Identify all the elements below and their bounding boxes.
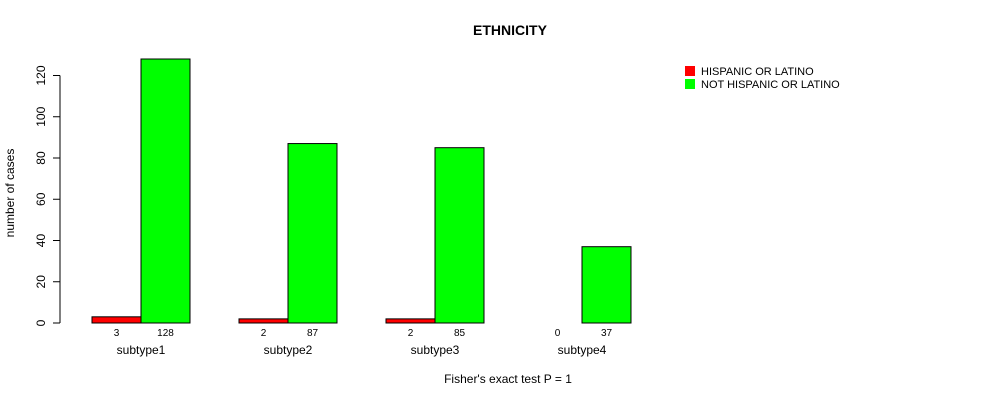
category-label: subtype1 — [117, 343, 166, 357]
legend-label: NOT HISPANIC OR LATINO — [701, 79, 840, 91]
bar — [91, 316, 142, 324]
chart-title: ETHNICITY — [473, 22, 548, 38]
data-label: 37 — [601, 328, 613, 339]
y-tick-label: 40 — [34, 234, 48, 248]
data-label: 0 — [555, 328, 561, 339]
data-label: 2 — [261, 328, 267, 339]
bar — [434, 147, 485, 324]
bar — [385, 318, 436, 324]
y-tick-label: 20 — [34, 275, 48, 289]
y-tick-label: 80 — [34, 151, 48, 165]
data-label: 85 — [454, 328, 466, 339]
data-label: 87 — [307, 328, 319, 339]
legend-swatch — [685, 79, 695, 89]
data-label: 2 — [408, 328, 414, 339]
legend-label: HISPANIC OR LATINO — [701, 66, 814, 78]
data-label: 3 — [114, 328, 120, 339]
y-tick-label: 60 — [34, 192, 48, 206]
y-tick-label: 100 — [34, 106, 48, 126]
bar — [581, 246, 632, 324]
y-tick-label: 120 — [34, 65, 48, 85]
category-label: subtype3 — [411, 343, 460, 357]
y-axis: 0 20 40 60 80 100 120 — [34, 65, 61, 326]
category-label: subtype4 — [558, 343, 607, 357]
bar — [238, 318, 289, 324]
category-label: subtype2 — [264, 343, 313, 357]
bars-group: 3 128 subtype1 2 87 subtype2 2 85 subtype3 0 37 sub… — [91, 58, 632, 357]
bar — [287, 143, 338, 324]
data-label: 128 — [157, 328, 174, 339]
y-tick-label: 0 — [34, 319, 48, 326]
y-axis-label: number of cases — [3, 149, 17, 238]
bar — [140, 58, 191, 324]
legend-swatch — [685, 66, 695, 76]
fisher-test-note: Fisher's exact test P = 1 — [444, 372, 572, 386]
